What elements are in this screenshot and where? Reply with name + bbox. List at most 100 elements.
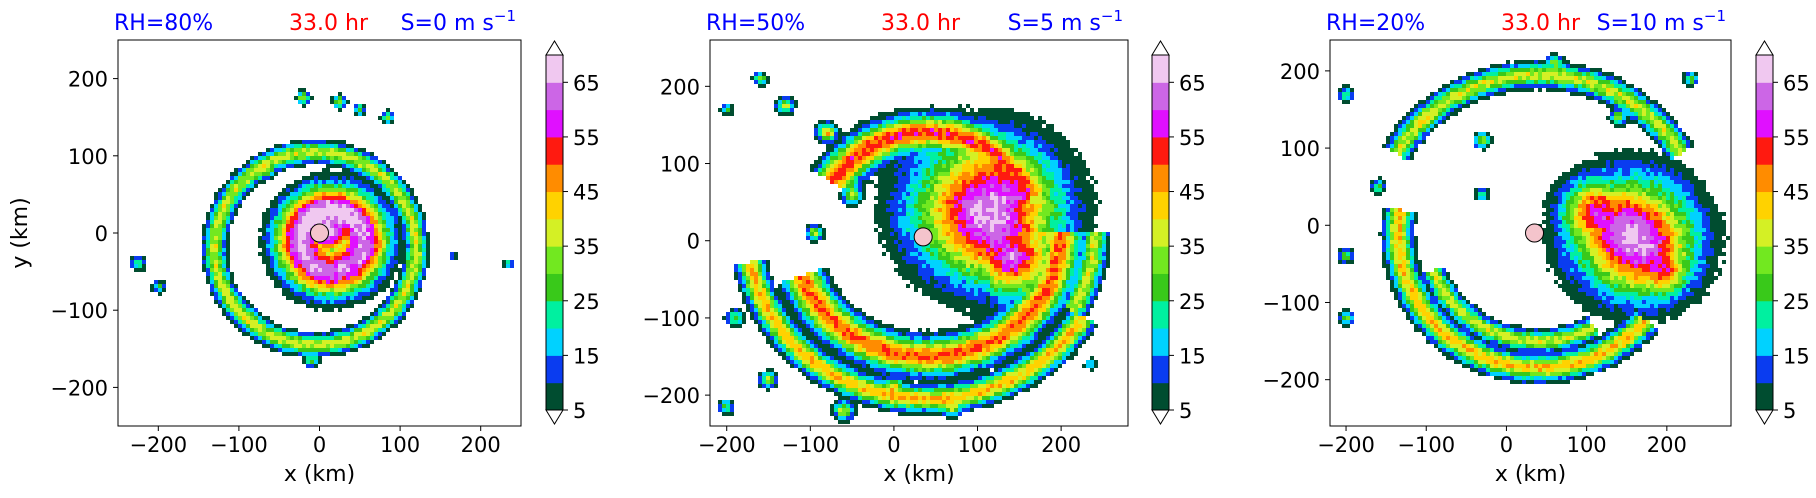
- x-tick-label: −200: [1317, 433, 1375, 457]
- colorbar-bin: [1756, 109, 1773, 138]
- colorbar-bin: [546, 82, 563, 111]
- colorbar-tick-label: 55: [573, 126, 600, 150]
- colorbar-bin: [546, 109, 563, 138]
- y-tick-label: 200: [660, 75, 700, 99]
- colorbar-bin: [1756, 136, 1773, 165]
- colorbar-bin: [1152, 382, 1169, 411]
- colorbar-bin: [1152, 246, 1169, 274]
- storm-center-marker: [913, 227, 933, 247]
- colorbar-tick-label: 15: [573, 344, 600, 368]
- colorbar-frame: [1151, 54, 1170, 411]
- y-tick-label: −200: [1262, 369, 1320, 393]
- colorbar-bin: [546, 300, 563, 329]
- y-tick-label: −200: [50, 376, 108, 400]
- colorbar-bin: [1756, 246, 1773, 274]
- colorbar-bin: [546, 273, 563, 302]
- colorbar-bin: [546, 246, 563, 274]
- colorbar-frame: [1755, 54, 1774, 411]
- colorbar-bin: [1756, 164, 1773, 193]
- colorbar-extend-bottom: [1755, 409, 1774, 425]
- colorbar-tick-label: 35: [1783, 235, 1810, 259]
- colorbar-bin: [546, 191, 563, 220]
- x-tick-label: 100: [957, 433, 997, 457]
- colorbar-bin: [546, 164, 563, 193]
- y-tick-label: 100: [68, 145, 108, 169]
- colorbar-bin: [1756, 191, 1773, 220]
- colorbar-bin: [546, 55, 563, 83]
- x-tick-label: −200: [129, 433, 187, 457]
- colorbar-tick-label: 65: [1783, 71, 1810, 95]
- colorbar-bin: [1152, 355, 1169, 384]
- x-tick-label: −100: [1397, 433, 1455, 457]
- x-axis-label: x (km): [284, 462, 355, 487]
- colorbar-tick-label: 25: [573, 290, 600, 314]
- colorbar-bin: [1152, 164, 1169, 193]
- colorbar-bin: [1756, 300, 1773, 329]
- colorbar-tick-label: 45: [1783, 181, 1810, 205]
- colorbar-tick-label: 65: [573, 71, 600, 95]
- colorbar-tick-label: 25: [1783, 290, 1810, 314]
- rh-label: RH=20%: [1326, 11, 1425, 36]
- colorbar-bin: [546, 382, 563, 411]
- colorbar-extend-bottom: [545, 409, 564, 425]
- plot-frame: [709, 39, 1129, 427]
- colorbar-extend-top: [1151, 40, 1170, 56]
- colorbar: 5 15 25 35 45 55 65: [1755, 40, 1810, 425]
- colorbar-bin: [1756, 55, 1773, 83]
- colorbar-tick-label: 35: [573, 235, 600, 259]
- x-tick-label: −100: [210, 433, 268, 457]
- x-tick-label: 100: [1567, 433, 1607, 457]
- panel-3: −200 −100 0 100 200 −200 −100 0 100 200 x (km) RH=2…: [1262, 7, 1809, 487]
- panel-1: −200 −100 0 100 200 −200 −100 0 100 200 x (km) y (k…: [8, 7, 600, 487]
- colorbar-tick-label: 5: [573, 399, 586, 423]
- y-tick-label: 100: [1280, 137, 1320, 161]
- colorbar-bin: [1756, 82, 1773, 111]
- colorbar: 5 15 25 35 45 55 65: [1151, 40, 1206, 425]
- time-label: 33.0 hr: [289, 11, 369, 36]
- x-tick-label: 0: [887, 433, 900, 457]
- plot-frame: [1329, 39, 1732, 427]
- shear-label: S=5 m s−1: [1008, 7, 1123, 36]
- storm-center-marker: [1525, 223, 1545, 243]
- colorbar-bin: [1152, 328, 1169, 356]
- colorbar-tick-label: 5: [1179, 399, 1192, 423]
- colorbar-tick-label: 35: [1179, 235, 1206, 259]
- y-tick-label: 0: [687, 230, 700, 254]
- colorbar-bin: [1152, 191, 1169, 220]
- y-tick-label: −100: [50, 299, 108, 323]
- reflectivity-field: [718, 72, 1110, 424]
- colorbar-bin: [546, 355, 563, 384]
- time-label: 33.0 hr: [881, 11, 961, 36]
- colorbar-bin: [1152, 109, 1169, 138]
- colorbar-extend-top: [1755, 40, 1774, 56]
- colorbar-tick-label: 45: [573, 181, 600, 205]
- colorbar-tick-label: 15: [1179, 344, 1206, 368]
- colorbar-bin: [546, 218, 563, 247]
- colorbar-tick-label: 45: [1179, 181, 1206, 205]
- reflectivity-field: [1338, 52, 1730, 384]
- colorbar-bin: [1756, 218, 1773, 247]
- colorbar-bin: [1756, 273, 1773, 302]
- colorbar-bin: [546, 328, 563, 356]
- y-tick-label: 100: [660, 153, 700, 177]
- y-tick-label: 0: [95, 222, 108, 246]
- x-tick-label: 200: [461, 433, 501, 457]
- colorbar-bin: [1756, 355, 1773, 384]
- storm-center-marker: [310, 223, 329, 243]
- x-axis-label: x (km): [883, 462, 954, 487]
- colorbar-bin: [1756, 382, 1773, 411]
- y-tick-label: 200: [68, 68, 108, 92]
- colorbar: 5 15 25 35 45 55 65: [545, 40, 600, 425]
- y-tick-label: −100: [1262, 291, 1320, 315]
- colorbar-frame: [545, 54, 564, 411]
- x-axis-label: x (km): [1495, 462, 1566, 487]
- shear-label: S=0 m s−1: [401, 7, 516, 36]
- x-tick-label: −100: [781, 433, 839, 457]
- colorbar-bin: [1152, 82, 1169, 111]
- colorbar-bin: [1152, 273, 1169, 302]
- colorbar-tick-label: 15: [1783, 344, 1810, 368]
- colorbar-bin: [1152, 218, 1169, 247]
- colorbar-bin: [1756, 328, 1773, 356]
- x-tick-label: 200: [1647, 433, 1687, 457]
- colorbar-bin: [1152, 300, 1169, 329]
